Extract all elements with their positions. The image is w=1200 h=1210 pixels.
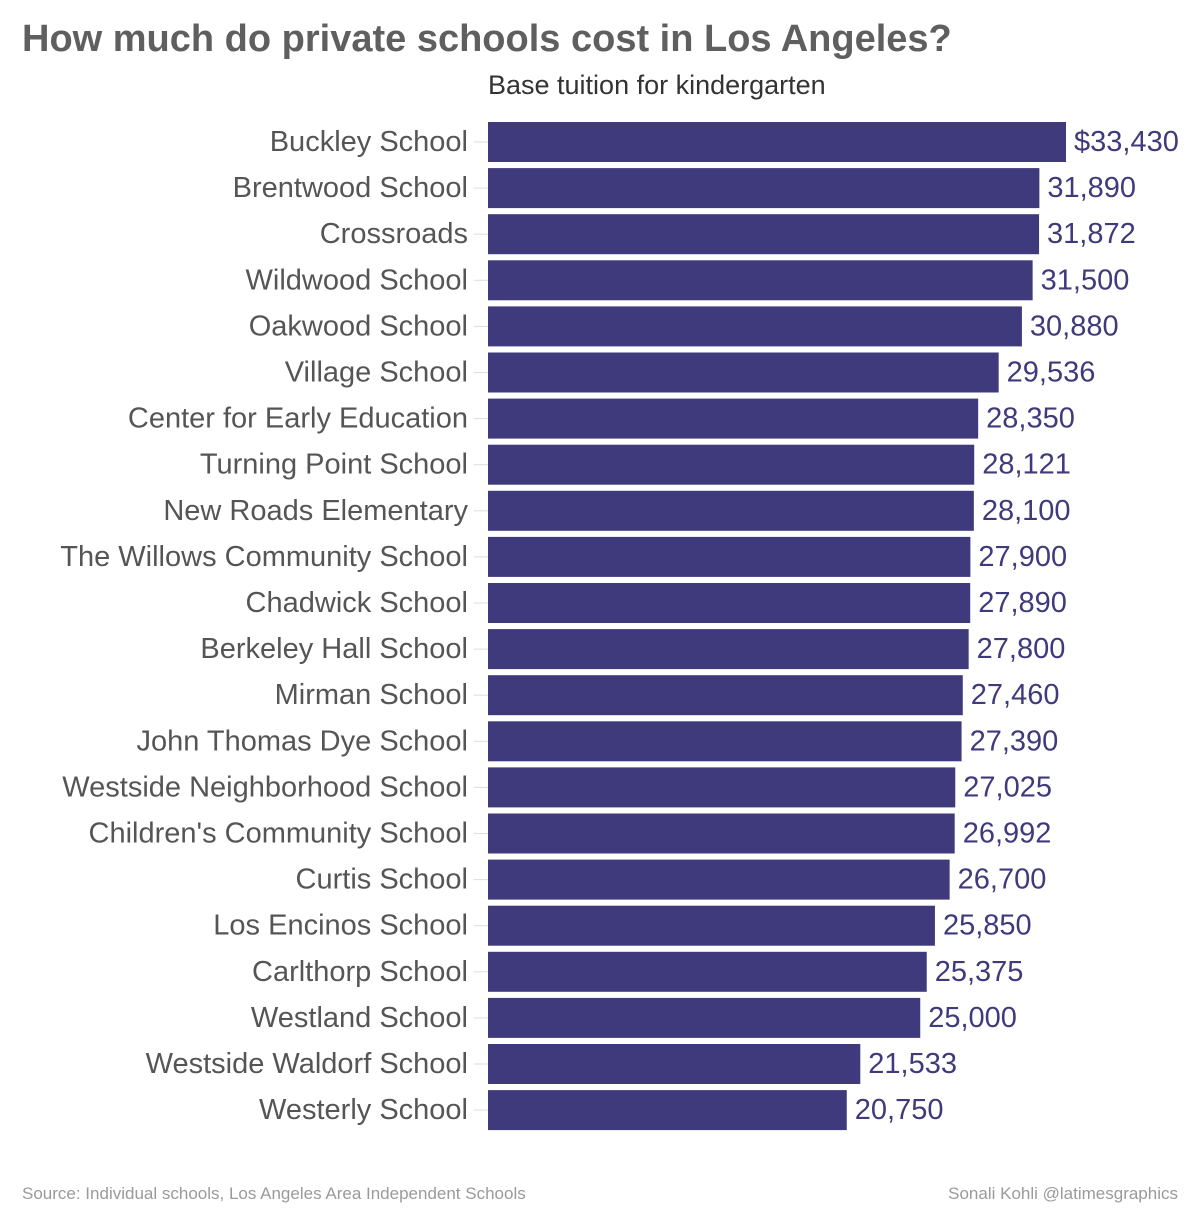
bar <box>488 168 1040 209</box>
value-label: 20,750 <box>855 1094 944 1126</box>
bar <box>488 813 955 854</box>
bar <box>488 490 974 531</box>
value-label: 25,375 <box>935 956 1024 988</box>
value-label: 27,390 <box>970 725 1059 757</box>
category-label: Center for Early Education <box>128 403 468 435</box>
value-label: 28,100 <box>982 495 1071 527</box>
category-label: Westside Neighborhood School <box>62 771 468 803</box>
category-label: Chadwick School <box>246 587 468 619</box>
category-label: Brentwood School <box>233 172 468 204</box>
category-label: Crossroads <box>320 218 468 250</box>
value-label: 27,460 <box>971 679 1060 711</box>
value-label: 31,872 <box>1047 218 1136 250</box>
bar <box>488 583 971 623</box>
category-label: Carlthorp School <box>252 956 468 988</box>
bar <box>488 1044 861 1084</box>
bar <box>488 951 927 992</box>
category-label: Westland School <box>251 1002 468 1034</box>
value-label: 31,500 <box>1041 264 1130 296</box>
bar <box>488 767 956 808</box>
bar <box>488 675 963 716</box>
byline: Sonali Kohli @latimesgraphics <box>948 1184 1178 1203</box>
value-label: $33,430 <box>1074 126 1179 158</box>
category-label: Turning Point School <box>200 449 468 481</box>
value-label: 26,992 <box>963 818 1052 850</box>
category-label: Los Encinos School <box>213 910 468 942</box>
bar <box>488 398 979 439</box>
value-label: 28,121 <box>982 449 1071 481</box>
category-label: New Roads Elementary <box>163 495 468 527</box>
category-label: Curtis School <box>296 864 468 896</box>
value-label: 25,000 <box>928 1002 1017 1034</box>
category-label: Wildwood School <box>246 264 468 296</box>
bar <box>488 444 975 485</box>
category-label: Berkeley Hall School <box>200 633 468 665</box>
bar <box>488 306 1022 347</box>
value-label: 29,536 <box>1007 357 1096 389</box>
category-label: Mirman School <box>275 679 468 711</box>
value-label: 28,350 <box>986 403 1075 435</box>
bar <box>488 997 921 1038</box>
bar <box>488 536 971 577</box>
category-label: The Willows Community School <box>60 541 468 573</box>
category-label: Children's Community School <box>89 818 468 850</box>
bar <box>488 260 1033 301</box>
chart-subtitle: Base tuition for kindergarten <box>488 70 826 100</box>
source-note: Source: Individual schools, Los Angeles … <box>22 1184 526 1203</box>
value-label: 31,890 <box>1047 172 1136 204</box>
value-label: 27,800 <box>977 633 1066 665</box>
value-label: 30,880 <box>1030 310 1119 342</box>
bar <box>488 1090 847 1131</box>
value-label: 25,850 <box>943 910 1032 942</box>
chart-title: How much do private schools cost in Los … <box>22 18 952 60</box>
bar <box>488 122 1066 162</box>
bar <box>488 629 969 670</box>
value-label: 27,025 <box>963 771 1052 803</box>
category-label: Village School <box>285 357 468 389</box>
bar-chart: Buckley School $33,430 Brentwood School 31,… <box>60 122 1179 1131</box>
bar <box>488 352 999 393</box>
category-label: John Thomas Dye School <box>136 725 468 757</box>
category-label: Westerly School <box>259 1094 468 1126</box>
value-label: 26,700 <box>958 864 1047 896</box>
bar <box>488 721 962 762</box>
value-label: 27,900 <box>978 541 1067 573</box>
category-label: Westside Waldorf School <box>146 1048 468 1080</box>
category-label: Buckley School <box>270 126 468 158</box>
category-label: Oakwood School <box>249 310 468 342</box>
value-label: 21,533 <box>868 1048 957 1080</box>
bar <box>488 859 950 900</box>
bar <box>488 214 1040 255</box>
bar <box>488 905 935 946</box>
value-label: 27,890 <box>978 587 1067 619</box>
